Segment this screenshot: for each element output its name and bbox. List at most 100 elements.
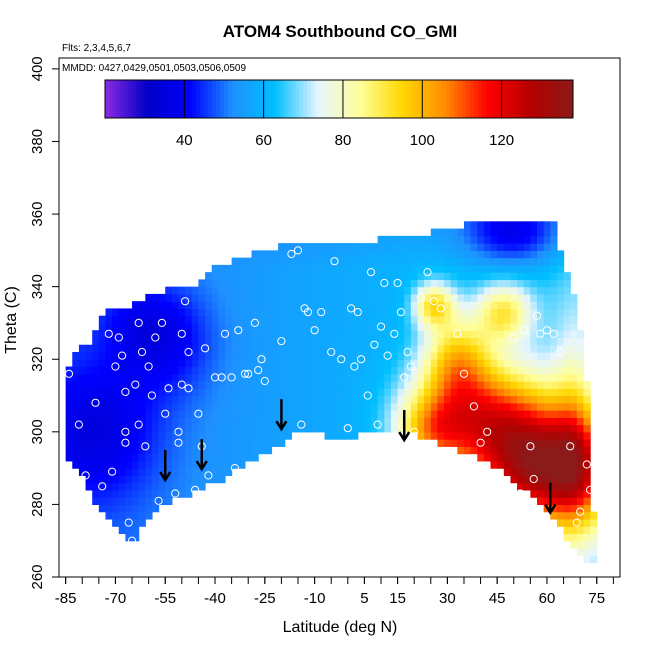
field-cell (178, 424, 186, 433)
field-cell (78, 344, 87, 353)
field-cell (550, 257, 558, 266)
sample-point (230, 464, 239, 473)
field-cell (211, 286, 219, 295)
field-cell (331, 373, 339, 382)
field-cell (497, 344, 505, 353)
field-cell (105, 497, 113, 506)
colorbar-cell (275, 80, 281, 118)
field-cell (450, 243, 458, 251)
field-cell (570, 526, 578, 535)
field-cell (112, 388, 120, 397)
field-cell (191, 322, 200, 331)
field-cell (311, 315, 319, 324)
field-cell (556, 272, 565, 280)
field-cell (224, 460, 233, 469)
field-cell (371, 272, 379, 280)
field-cell (483, 453, 492, 462)
field-cell (371, 424, 379, 433)
field-cell (244, 417, 253, 426)
field-cell (258, 417, 266, 426)
field-cell (497, 460, 505, 469)
colorbar-cell (358, 80, 364, 118)
field-cell (105, 402, 113, 411)
field-cell (457, 395, 465, 404)
field-cell (497, 446, 505, 455)
field-cell (132, 373, 140, 382)
field-cell (384, 235, 392, 244)
field-cell (78, 359, 87, 368)
field-cell (477, 337, 485, 346)
field-cell (530, 330, 538, 339)
field-cell (85, 402, 93, 411)
field-cell (477, 235, 485, 244)
field-cell (397, 388, 405, 397)
field-cell (331, 301, 339, 310)
field-cell (490, 366, 498, 375)
field-cell (271, 286, 279, 295)
field-cell (331, 293, 339, 302)
field-cell (331, 417, 339, 426)
field-cell (238, 424, 246, 433)
field-cell (556, 424, 565, 433)
field-cell (178, 315, 186, 324)
field-cell (304, 301, 312, 310)
field-cell (238, 460, 246, 469)
field-cell (298, 388, 306, 397)
field-cell (244, 439, 253, 447)
field-cell (477, 351, 485, 360)
field-cell (218, 424, 226, 433)
field-cell (397, 410, 405, 418)
field-cell (211, 417, 219, 426)
field-cell (470, 315, 478, 324)
field-cell (556, 373, 565, 382)
field-cell (510, 315, 518, 324)
field-cell (371, 243, 379, 251)
colorbar-cell (144, 80, 150, 118)
field-cell (291, 424, 299, 433)
field-cell (191, 337, 200, 346)
field-cell (397, 264, 405, 273)
field-cell (397, 330, 405, 339)
field-cell (477, 322, 485, 331)
field-cell (158, 446, 166, 455)
field-cell (85, 453, 93, 462)
field-cell (364, 264, 372, 273)
field-cell (576, 431, 585, 440)
field-cell (278, 250, 286, 259)
field-cell (145, 395, 153, 404)
field-cell (311, 250, 319, 259)
field-cell (304, 257, 312, 266)
sample-point (174, 427, 183, 436)
field-cell (523, 337, 531, 346)
field-cell (298, 257, 306, 266)
field-cell (324, 315, 332, 324)
field-cell (251, 366, 259, 375)
field-cell (238, 402, 246, 411)
colorbar-cell (541, 80, 546, 118)
field-cell (311, 337, 319, 346)
colorbar-tick-label: 120 (489, 132, 514, 149)
field-cell (410, 388, 419, 397)
field-cell (510, 250, 518, 259)
field-cell (563, 424, 571, 433)
field-cell (556, 497, 565, 506)
field-cell (450, 257, 458, 266)
sample-point (287, 249, 296, 259)
sample-point (114, 333, 123, 342)
field-cell (563, 511, 571, 520)
field-cell (337, 279, 346, 288)
field-cell (198, 417, 206, 426)
field-cell (563, 322, 571, 331)
field-cell (550, 395, 558, 404)
field-cell (251, 395, 259, 404)
field-cell (530, 431, 538, 440)
field-cell (570, 395, 578, 404)
field-cell (537, 257, 545, 266)
field-cell (284, 322, 292, 331)
field-cell (331, 279, 339, 288)
field-cell (470, 279, 478, 288)
field-cell (258, 410, 266, 418)
field-cell (205, 431, 213, 440)
field-cell (278, 373, 286, 382)
field-cell (98, 460, 107, 469)
